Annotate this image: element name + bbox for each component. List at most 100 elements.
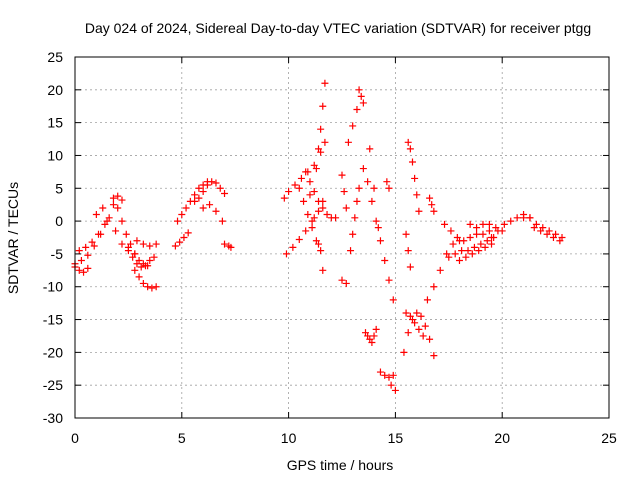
- data-point: [347, 247, 355, 255]
- data-point: [310, 188, 318, 196]
- data-point: [317, 247, 325, 255]
- series-s20: [338, 171, 350, 212]
- series-s13: [221, 240, 235, 251]
- data-point: [300, 197, 308, 205]
- data-point: [129, 253, 137, 261]
- data-point: [212, 207, 220, 215]
- data-point: [483, 237, 491, 245]
- data-point: [315, 207, 323, 215]
- data-point: [206, 201, 214, 209]
- data-point: [383, 178, 391, 186]
- x-tick-label: 15: [388, 430, 404, 446]
- plot-frame: [74, 56, 610, 419]
- x-tick-label: 5: [178, 430, 186, 446]
- series-s17: [302, 168, 327, 274]
- data-point: [297, 174, 305, 182]
- data-point: [389, 296, 397, 304]
- series-s15: [282, 197, 327, 258]
- data-point: [208, 178, 216, 186]
- y-tick-label: 15: [47, 115, 63, 131]
- data-point: [411, 319, 419, 327]
- series-s42: [520, 214, 566, 241]
- data-point: [137, 263, 145, 271]
- series-s32: [402, 309, 427, 340]
- data-point: [99, 204, 107, 212]
- data-point: [191, 197, 199, 205]
- series-s23: [344, 106, 361, 146]
- data-point: [419, 332, 427, 340]
- data-point: [428, 201, 436, 209]
- data-point: [549, 234, 557, 241]
- data-point: [315, 197, 323, 205]
- data-point: [118, 217, 126, 225]
- data-point: [376, 368, 384, 376]
- data-point: [176, 238, 184, 246]
- data-point: [370, 332, 378, 340]
- data-point: [413, 309, 421, 317]
- data-point: [473, 230, 481, 238]
- data-point: [302, 168, 310, 176]
- series-s40: [466, 220, 506, 235]
- data-point: [402, 309, 410, 317]
- data-point: [449, 240, 457, 248]
- series-s14: [280, 138, 329, 202]
- data-point: [374, 224, 382, 232]
- data-point: [182, 204, 190, 212]
- data-point: [282, 250, 290, 258]
- data-point: [221, 240, 229, 248]
- data-point: [77, 256, 85, 264]
- series-s34: [402, 230, 414, 271]
- data-point: [543, 230, 551, 238]
- data-point: [178, 211, 186, 219]
- series-s19: [306, 178, 340, 222]
- data-point: [500, 220, 508, 228]
- data-point: [406, 312, 414, 320]
- data-point: [473, 224, 481, 232]
- data-point: [319, 266, 327, 274]
- y-tick-labels: -30 -25 -20 -15 -10 -5 0 5 10 15 20 25: [43, 49, 63, 426]
- series-s31: [400, 309, 438, 360]
- data-point: [451, 250, 459, 258]
- data-point: [464, 247, 472, 255]
- data-point: [152, 240, 160, 248]
- axis-ticks: [74, 56, 610, 419]
- data-point: [526, 214, 534, 222]
- series-s39: [455, 240, 496, 264]
- data-point: [357, 92, 365, 100]
- data-point: [466, 220, 474, 228]
- data-point: [368, 339, 376, 347]
- data-point: [460, 237, 468, 245]
- data-point: [285, 188, 293, 196]
- series-s22: [347, 184, 363, 255]
- data-point: [477, 240, 485, 248]
- data-point: [387, 381, 395, 389]
- data-point: [317, 125, 325, 133]
- series-s2: [71, 263, 92, 276]
- data-point: [80, 268, 88, 276]
- data-point: [340, 188, 348, 196]
- series-s6: [124, 243, 158, 271]
- data-point: [355, 184, 363, 192]
- data-point: [82, 243, 90, 251]
- series-s1: [71, 192, 126, 268]
- data-point: [368, 197, 376, 205]
- data-point: [520, 214, 528, 222]
- data-point: [441, 220, 449, 228]
- data-point: [139, 279, 147, 287]
- data-point: [430, 352, 438, 360]
- data-point: [485, 220, 493, 228]
- data-point: [404, 138, 412, 146]
- series-s16: [295, 184, 325, 255]
- data-point: [146, 242, 154, 250]
- data-point: [385, 373, 393, 381]
- data-point: [338, 171, 346, 179]
- data-point: [218, 217, 226, 225]
- data-point: [312, 165, 320, 173]
- data-point: [404, 247, 412, 255]
- data-point: [321, 79, 329, 87]
- data-point: [90, 242, 98, 250]
- data-point: [466, 234, 474, 241]
- y-tick-label: 10: [47, 147, 63, 163]
- series-s21: [338, 276, 350, 287]
- data-point: [385, 184, 393, 192]
